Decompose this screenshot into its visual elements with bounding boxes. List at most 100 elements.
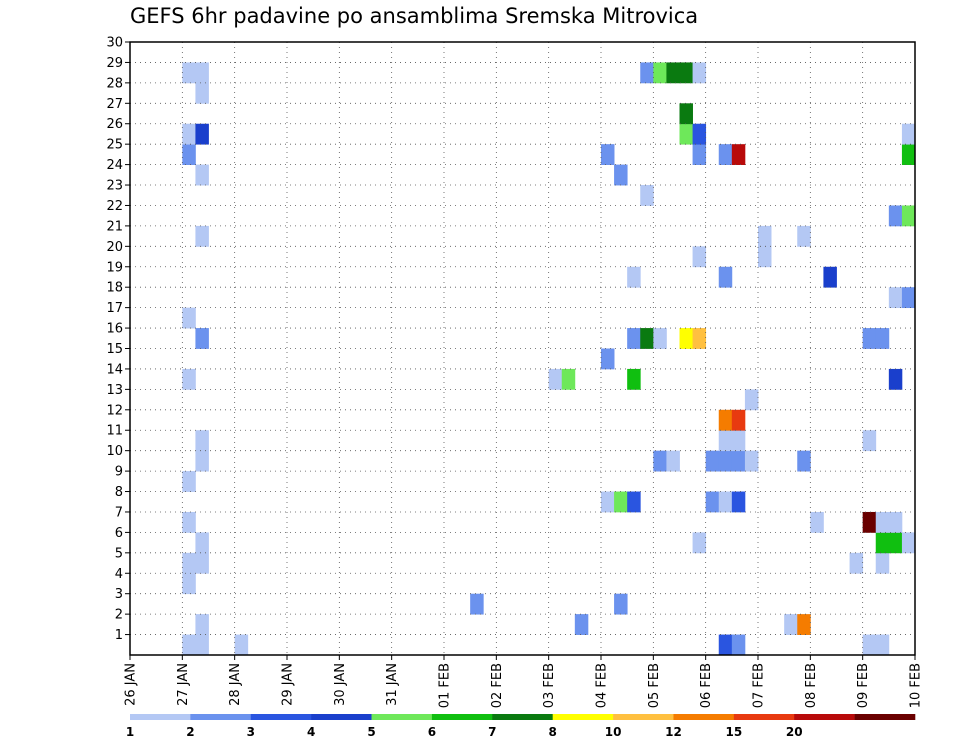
precip-cell [875, 634, 890, 656]
y-tick-label: 22 [106, 199, 123, 214]
precip-cell [627, 368, 641, 390]
x-tick-label: 28 JAN [228, 663, 243, 706]
x-tick-label: 08 FEB [804, 663, 819, 708]
precip-cell [195, 634, 209, 656]
x-tick-label: 31 JAN [385, 663, 400, 706]
legend-swatch [854, 714, 916, 720]
precip-cell [195, 430, 209, 452]
precip-cell [182, 62, 196, 84]
legend-swatch [130, 714, 191, 720]
y-tick-label: 5 [115, 546, 123, 561]
y-tick-label: 16 [106, 322, 123, 337]
precip-cell [901, 144, 916, 165]
x-tick-label: 30 JAN [333, 663, 348, 706]
precip-cell [548, 368, 563, 390]
precip-cell [195, 532, 209, 554]
chart-title: GEFS 6hr padavine po ansamblima Sremska … [130, 4, 699, 28]
legend-swatch [311, 714, 372, 720]
y-tick-label: 20 [106, 240, 123, 255]
precip-cell [797, 614, 811, 635]
y-tick-label: 10 [106, 444, 123, 459]
precip-cell [614, 164, 628, 186]
precip-cell [195, 552, 209, 574]
precip-cell [744, 389, 759, 411]
precip-cell [875, 511, 890, 533]
precip-cell [692, 532, 707, 554]
grid-layer [130, 42, 915, 655]
precip-cell [627, 266, 641, 288]
legend-swatch [431, 714, 493, 720]
y-tick-label: 26 [106, 117, 123, 132]
precip-cell [718, 491, 733, 513]
precip-cell [901, 532, 916, 554]
precip-cell [784, 614, 798, 635]
precip-cell [875, 532, 890, 554]
x-tick-label: 26 JAN [124, 663, 139, 706]
precip-cell [718, 450, 733, 472]
precip-cell [888, 287, 903, 309]
precip-cell [614, 491, 628, 513]
precip-cell [718, 144, 733, 165]
precip-cell [195, 450, 209, 472]
legend-label: 2 [186, 725, 194, 739]
y-tick-label: 9 [115, 465, 123, 480]
precip-cell [182, 634, 196, 656]
precip-cell [901, 287, 916, 309]
legend-label: 7 [488, 725, 496, 739]
precip-cell [731, 491, 746, 513]
precip-cell [692, 123, 707, 145]
precip-cell [182, 144, 196, 165]
y-tick-label: 18 [106, 281, 123, 296]
precip-cell [234, 634, 249, 656]
y-tick-label: 7 [115, 505, 123, 520]
legend-label: 8 [549, 725, 557, 739]
plot-frame [129, 41, 916, 656]
precip-cell [195, 225, 209, 247]
precip-cell [627, 328, 641, 349]
precip-cell [627, 491, 641, 513]
precip-cell [182, 552, 196, 574]
precip-cell [718, 430, 733, 452]
y-tick-label: 2 [115, 608, 123, 623]
precip-cell [797, 225, 811, 247]
x-tick-label: 06 FEB [699, 663, 714, 708]
precip-cell [744, 450, 759, 472]
precip-cell [862, 511, 877, 533]
precip-cell [862, 430, 877, 452]
precip-cell [182, 307, 196, 329]
precip-cell [731, 430, 746, 452]
y-tick-label: 1 [115, 628, 123, 643]
x-tick-label: 10 FEB [909, 663, 924, 708]
y-tick-label: 12 [106, 403, 123, 418]
x-tick-label: 27 JAN [176, 663, 191, 706]
precip-cell [601, 348, 615, 370]
precip-cell [679, 62, 693, 84]
y-tick-label: 21 [106, 219, 123, 234]
legend-swatch [673, 714, 735, 720]
x-tick-label: 04 FEB [595, 663, 610, 708]
precip-cell [875, 328, 890, 349]
legend-label: 5 [367, 725, 375, 739]
precip-cell [875, 552, 890, 574]
y-tick-label: 4 [115, 567, 123, 582]
legend-swatch [733, 714, 795, 720]
precip-cell [666, 450, 680, 472]
precip-cell [601, 491, 615, 513]
x-tick-label: 29 JAN [281, 663, 296, 706]
y-tick-label: 11 [106, 424, 123, 439]
precip-cell [574, 614, 589, 635]
precip-cell [731, 409, 746, 431]
precip-cell [195, 614, 209, 635]
legend-swatch [190, 714, 252, 720]
y-tick-label: 13 [106, 383, 123, 398]
x-tick-label: 07 FEB [752, 663, 767, 708]
precip-cell [195, 164, 209, 186]
legend-label: 4 [307, 725, 315, 739]
x-tick-label: 01 FEB [438, 663, 453, 708]
precip-cell [692, 246, 707, 268]
precip-cell [888, 511, 903, 533]
y-tick-label: 29 [106, 56, 123, 71]
precip-cell [692, 328, 707, 349]
precip-cell [862, 634, 877, 656]
